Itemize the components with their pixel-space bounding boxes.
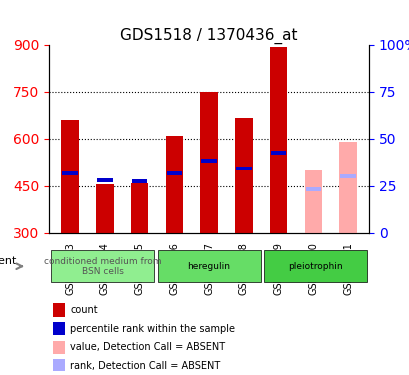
Bar bbox=[304, 170, 321, 232]
Bar bbox=[201, 159, 216, 162]
Text: conditioned medium from
BSN cells: conditioned medium from BSN cells bbox=[44, 256, 161, 276]
Bar bbox=[339, 174, 355, 178]
Bar bbox=[165, 136, 182, 232]
Bar bbox=[61, 120, 79, 232]
Text: agent: agent bbox=[0, 256, 17, 266]
Bar bbox=[166, 171, 182, 175]
Text: heregulin: heregulin bbox=[187, 262, 230, 271]
Bar bbox=[97, 178, 112, 182]
Text: value, Detection Call = ABSENT: value, Detection Call = ABSENT bbox=[70, 342, 225, 352]
Text: count: count bbox=[70, 305, 97, 315]
Text: pleiotrophin: pleiotrophin bbox=[288, 262, 342, 271]
Bar bbox=[305, 187, 320, 190]
Bar bbox=[339, 142, 356, 232]
Bar bbox=[130, 183, 148, 232]
Title: GDS1518 / 1370436_at: GDS1518 / 1370436_at bbox=[120, 27, 297, 44]
Bar bbox=[235, 118, 252, 232]
Bar bbox=[270, 151, 286, 154]
Bar bbox=[52, 340, 65, 354]
Bar bbox=[62, 171, 78, 175]
Bar bbox=[52, 322, 65, 335]
Bar bbox=[96, 184, 113, 232]
FancyBboxPatch shape bbox=[263, 250, 366, 282]
Bar bbox=[200, 92, 217, 232]
Text: percentile rank within the sample: percentile rank within the sample bbox=[70, 324, 234, 333]
Text: rank, Detection Call = ABSENT: rank, Detection Call = ABSENT bbox=[70, 361, 220, 371]
FancyBboxPatch shape bbox=[157, 250, 260, 282]
Bar bbox=[236, 166, 251, 170]
Bar bbox=[52, 359, 65, 373]
Bar bbox=[269, 46, 287, 232]
FancyBboxPatch shape bbox=[51, 250, 154, 282]
Bar bbox=[52, 303, 65, 316]
Bar bbox=[131, 179, 147, 183]
